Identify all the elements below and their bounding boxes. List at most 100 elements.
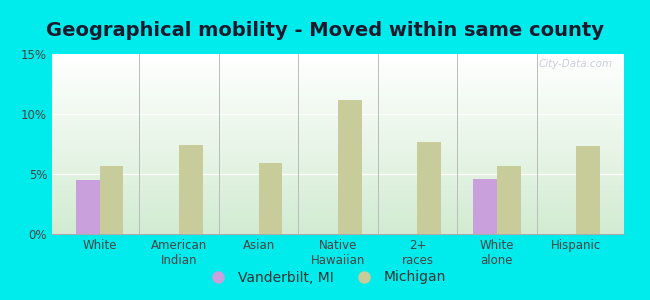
Bar bbox=[52, 152, 624, 153]
Bar bbox=[52, 227, 624, 228]
Bar bbox=[52, 169, 624, 170]
Bar bbox=[52, 142, 624, 143]
Bar bbox=[52, 60, 624, 61]
Bar bbox=[52, 63, 624, 64]
Bar bbox=[577, 146, 600, 234]
Bar bbox=[52, 65, 624, 66]
Bar bbox=[52, 126, 624, 127]
Bar bbox=[52, 103, 624, 104]
Bar bbox=[52, 153, 624, 154]
Text: City-Data.com: City-Data.com bbox=[538, 59, 612, 69]
Bar bbox=[52, 127, 624, 128]
Bar bbox=[52, 194, 624, 195]
Bar bbox=[52, 133, 624, 134]
Bar bbox=[52, 168, 624, 169]
Bar bbox=[52, 74, 624, 75]
Bar bbox=[52, 148, 624, 149]
Bar bbox=[52, 77, 624, 78]
Bar bbox=[52, 75, 624, 76]
Bar bbox=[52, 159, 624, 160]
Bar bbox=[52, 80, 624, 81]
Bar bbox=[52, 155, 624, 156]
Bar bbox=[52, 87, 624, 88]
Bar bbox=[52, 193, 624, 194]
Bar bbox=[52, 72, 624, 73]
Bar bbox=[52, 190, 624, 191]
Bar bbox=[52, 123, 624, 124]
Bar bbox=[52, 217, 624, 218]
Bar bbox=[52, 106, 624, 107]
Bar bbox=[52, 233, 624, 234]
Bar bbox=[52, 105, 624, 106]
Bar bbox=[52, 67, 624, 68]
Bar bbox=[52, 164, 624, 165]
Bar bbox=[52, 70, 624, 71]
Bar bbox=[52, 199, 624, 200]
Bar bbox=[52, 135, 624, 136]
Bar bbox=[52, 212, 624, 213]
Bar bbox=[52, 203, 624, 204]
Bar bbox=[52, 57, 624, 58]
Bar bbox=[52, 59, 624, 60]
Bar bbox=[52, 151, 624, 152]
Bar bbox=[52, 79, 624, 80]
Bar bbox=[52, 73, 624, 74]
Bar bbox=[52, 166, 624, 167]
Bar bbox=[52, 115, 624, 116]
Bar bbox=[52, 191, 624, 192]
Bar bbox=[52, 146, 624, 147]
Bar bbox=[52, 170, 624, 171]
Bar bbox=[52, 182, 624, 183]
Bar bbox=[52, 81, 624, 82]
Bar bbox=[417, 142, 441, 234]
Bar bbox=[52, 140, 624, 141]
Bar bbox=[52, 180, 624, 181]
Bar bbox=[52, 121, 624, 122]
Bar bbox=[52, 125, 624, 126]
Bar bbox=[99, 166, 124, 234]
Bar bbox=[52, 165, 624, 166]
Bar bbox=[52, 185, 624, 186]
Bar bbox=[52, 119, 624, 120]
Bar bbox=[52, 82, 624, 83]
Bar bbox=[52, 188, 624, 189]
Bar bbox=[52, 229, 624, 230]
Bar bbox=[52, 97, 624, 98]
Bar bbox=[52, 174, 624, 175]
Bar bbox=[52, 187, 624, 188]
Bar bbox=[76, 180, 99, 234]
Bar bbox=[52, 204, 624, 205]
Bar bbox=[52, 117, 624, 118]
Bar bbox=[259, 163, 282, 234]
Bar bbox=[52, 58, 624, 59]
Bar bbox=[52, 179, 624, 180]
Bar bbox=[52, 136, 624, 137]
Bar bbox=[52, 130, 624, 131]
Bar bbox=[52, 98, 624, 99]
Bar bbox=[52, 90, 624, 91]
Bar bbox=[52, 181, 624, 182]
Bar bbox=[52, 138, 624, 139]
Bar bbox=[52, 78, 624, 79]
Bar bbox=[52, 172, 624, 173]
Bar bbox=[52, 223, 624, 224]
Bar bbox=[52, 144, 624, 145]
Bar bbox=[52, 231, 624, 232]
Bar bbox=[52, 220, 624, 221]
Bar bbox=[52, 200, 624, 201]
Bar bbox=[179, 145, 203, 234]
Bar bbox=[52, 205, 624, 206]
Bar bbox=[52, 85, 624, 86]
Bar bbox=[52, 118, 624, 119]
Bar bbox=[52, 110, 624, 111]
Bar bbox=[52, 228, 624, 229]
Bar bbox=[52, 178, 624, 179]
Bar bbox=[52, 89, 624, 90]
Bar bbox=[52, 195, 624, 196]
Bar bbox=[52, 208, 624, 209]
Bar bbox=[52, 83, 624, 84]
Bar bbox=[52, 221, 624, 222]
Bar bbox=[52, 107, 624, 108]
Bar bbox=[52, 149, 624, 150]
Text: Geographical mobility - Moved within same county: Geographical mobility - Moved within sam… bbox=[46, 21, 604, 40]
